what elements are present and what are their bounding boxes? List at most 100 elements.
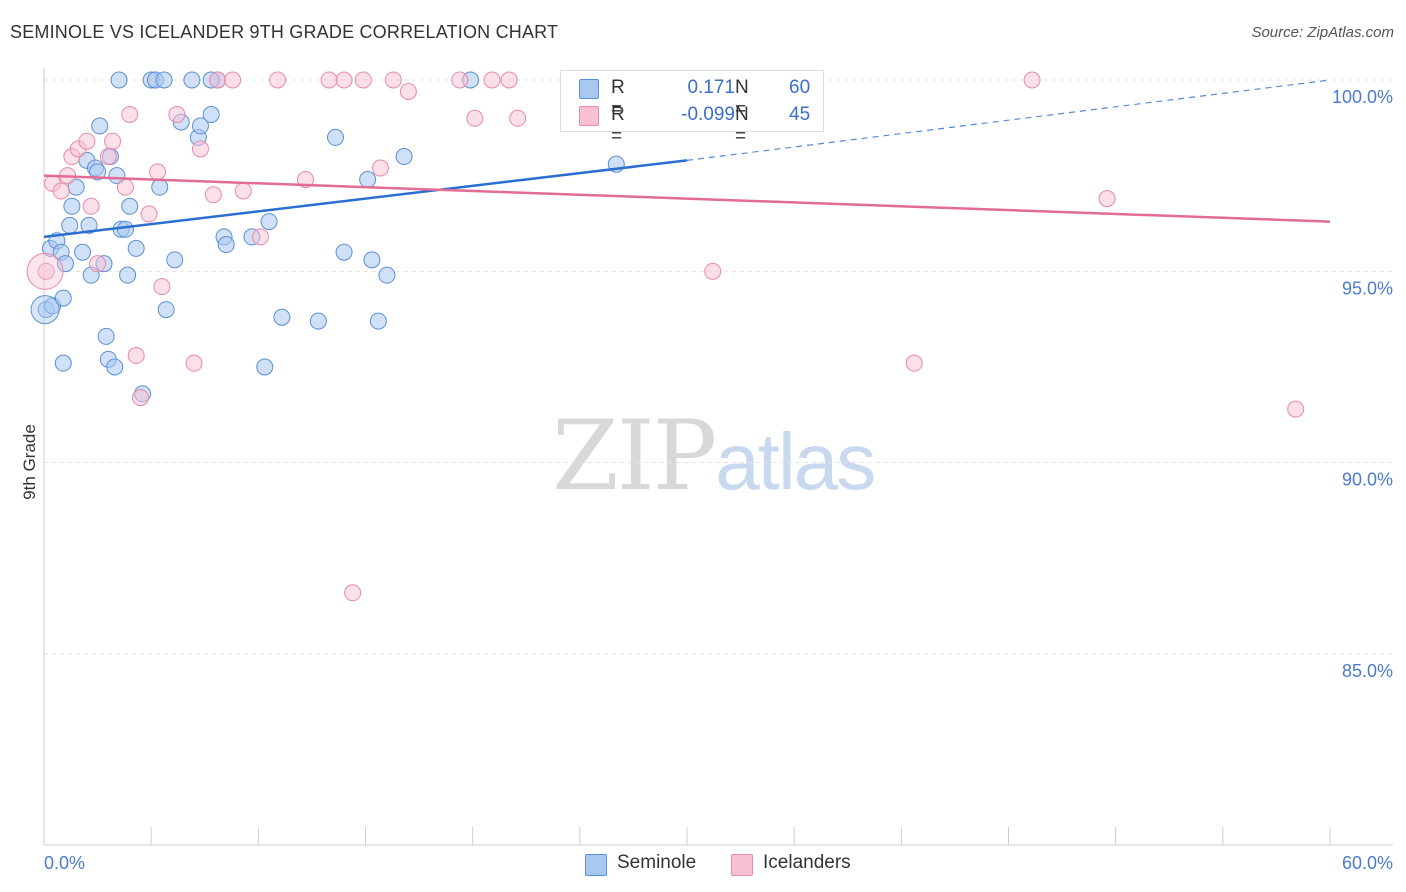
seminole-point (369, 312, 387, 330)
source-label: Source: ZipAtlas.com (1251, 24, 1394, 41)
seminole-point (56, 255, 74, 273)
r-value: 0.171 (687, 77, 735, 98)
seminole-swatch (585, 854, 607, 876)
icelander-point (140, 205, 158, 223)
seminole-point (119, 266, 137, 284)
seminole-point (127, 239, 145, 257)
n-value: 60 (789, 77, 811, 98)
seminole-point (363, 251, 381, 269)
seminole-point (61, 216, 79, 234)
y-tick-label: 90.0% (1342, 470, 1393, 490)
icelander-point (224, 71, 242, 89)
icelander-point (509, 109, 527, 127)
icelander-point (116, 178, 134, 196)
legend-label-seminole: Seminole (617, 852, 697, 873)
y-tick-label: 95.0% (1342, 278, 1393, 298)
icelander-point (500, 71, 518, 89)
seminole-point (121, 197, 139, 215)
r-value: -0.099 (681, 104, 735, 125)
seminole-point (155, 71, 173, 89)
icelander-point (127, 347, 145, 365)
icelander-point (149, 163, 167, 181)
axes (43, 68, 1393, 846)
icelander-point (269, 71, 287, 89)
n-label: N = (735, 104, 749, 147)
seminole-point (30, 295, 60, 325)
trend-lines (43, 79, 1331, 239)
icelander-point (82, 197, 100, 215)
icelander-point (1287, 400, 1305, 418)
seminole-point (378, 266, 396, 284)
icelander-point (185, 354, 203, 372)
correlation-legend: R = 0.171 N = 60 R = -0.099 N = 45 (560, 70, 824, 147)
seminole-point (116, 220, 134, 238)
icelander-point (204, 186, 222, 204)
x-tick-label: 60.0% (1342, 853, 1393, 873)
seminole-point (110, 71, 128, 89)
seminole-trend-extension (686, 79, 1331, 161)
seminole-point (395, 148, 413, 166)
seminole-point (260, 213, 278, 231)
seminole-point (256, 358, 274, 376)
seminole-point (54, 354, 72, 372)
seminole-point (74, 243, 92, 261)
icelander-point (335, 71, 353, 89)
icelander-point (320, 71, 338, 89)
icelander-swatch (579, 106, 599, 126)
r-label: R = (611, 77, 625, 120)
icelander-point (399, 82, 417, 100)
seminole-point (326, 128, 344, 146)
seminole-point (151, 178, 169, 196)
icelander-point (131, 389, 149, 407)
seminole-point (191, 117, 209, 135)
seminole-point (80, 216, 98, 234)
icelander-point (191, 140, 209, 158)
seminole-point (183, 71, 201, 89)
icelander-point (104, 132, 122, 150)
icelander-point (1023, 71, 1041, 89)
icelander-point (466, 109, 484, 127)
icelander-point (89, 255, 107, 273)
icelander-point (451, 71, 469, 89)
seminole-point (54, 289, 72, 307)
icelander-point (168, 105, 186, 123)
watermark-atlas: atlas (715, 417, 876, 506)
legend-label-icelanders: Icelanders (763, 852, 851, 873)
icelander-point (99, 148, 117, 166)
n-label: N = (735, 77, 749, 120)
seminole-swatch (579, 79, 599, 99)
icelander-point (372, 159, 390, 177)
icelander-point (209, 71, 227, 89)
icelander-point (354, 71, 372, 89)
icelander-swatch (731, 854, 753, 876)
y-axis-label: 9th Grade (20, 424, 39, 500)
seminole-point (97, 327, 115, 345)
gridlines (44, 79, 1393, 655)
seminole-point (106, 358, 124, 376)
icelander-point (296, 170, 314, 188)
icelander-point (704, 262, 722, 280)
y-tick-label: 100.0% (1332, 87, 1393, 107)
chart-title: SEMINOLE VS ICELANDER 9TH GRADE CORRELAT… (10, 22, 559, 42)
icelander-point (234, 182, 252, 200)
seminole-point (89, 163, 107, 181)
seminole-point (91, 117, 109, 135)
seminole-point (359, 170, 377, 188)
seminole-point (309, 312, 327, 330)
seminole-point (202, 105, 220, 123)
icelander-point (78, 132, 96, 150)
seminole-point (335, 243, 353, 261)
seminole-point (108, 167, 126, 185)
icelander-point (483, 71, 501, 89)
y-tick-label: 85.0% (1342, 661, 1393, 681)
r-label: R = (611, 104, 625, 147)
x-tick-label: 0.0% (44, 853, 85, 873)
icelander-point (251, 228, 269, 246)
seminole-point (273, 308, 291, 326)
axis-labels: 85.0% 90.0% 95.0% 100.0% 0.0% 60.0% 9th Grade (20, 87, 1393, 873)
seminole-point (157, 301, 175, 319)
watermark-zip: ZIP (552, 400, 717, 512)
seminole-points (30, 71, 625, 403)
icelander-point (1098, 190, 1116, 208)
